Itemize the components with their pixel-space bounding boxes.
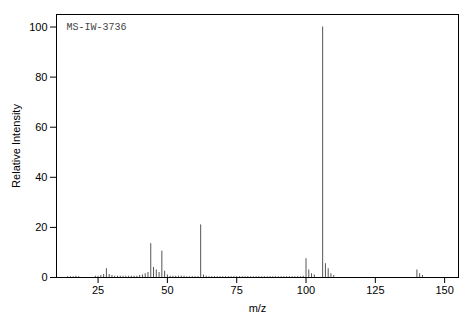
svg-text:40: 40: [35, 171, 47, 183]
svg-text:25: 25: [92, 284, 104, 296]
svg-text:20: 20: [35, 221, 47, 233]
svg-text:100: 100: [29, 21, 47, 33]
svg-text:Relative Intensity: Relative Intensity: [10, 104, 22, 188]
svg-text:MS-IW-3736: MS-IW-3736: [67, 22, 127, 33]
svg-text:80: 80: [35, 71, 47, 83]
svg-text:100: 100: [297, 284, 315, 296]
svg-text:50: 50: [161, 284, 173, 296]
svg-text:75: 75: [231, 284, 243, 296]
svg-text:60: 60: [35, 121, 47, 133]
svg-text:125: 125: [366, 284, 384, 296]
svg-text:m/z: m/z: [249, 302, 267, 314]
svg-text:150: 150: [435, 284, 453, 296]
svg-text:0: 0: [41, 271, 47, 283]
